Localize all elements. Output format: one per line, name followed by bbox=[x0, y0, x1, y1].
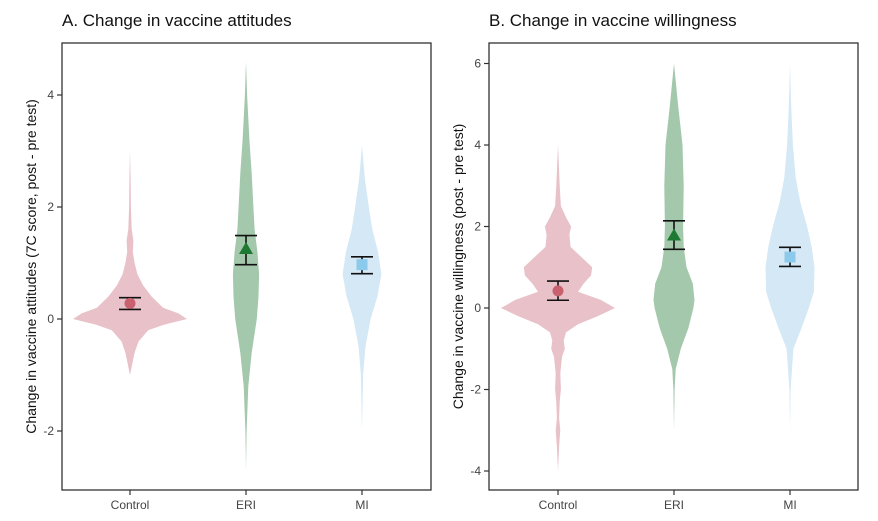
chart-title: B. Change in vaccine willingness bbox=[489, 11, 737, 30]
violin-control bbox=[501, 145, 615, 471]
y-tick-label: 0 bbox=[474, 301, 481, 315]
mean-point-eri bbox=[239, 242, 253, 254]
panel-b: B. Change in vaccine willingness Change i… bbox=[450, 11, 859, 512]
plot-frame bbox=[61, 42, 432, 491]
y-tick-label: 4 bbox=[47, 88, 54, 102]
violin-mi bbox=[342, 145, 382, 431]
panel-a: A. Change in vaccine attitudes Change in … bbox=[23, 11, 432, 512]
y-axis-label: Change in vaccine attitudes (7C score, p… bbox=[23, 99, 39, 434]
violin-control bbox=[73, 151, 187, 375]
y-tick-label: -2 bbox=[470, 383, 481, 397]
y-tick-label: -4 bbox=[470, 464, 481, 478]
x-tick-label: ERI bbox=[664, 498, 684, 512]
y-axis-label: Change in vaccine willingness (post - pr… bbox=[450, 124, 466, 410]
y-tick-label: 0 bbox=[47, 312, 54, 326]
x-tick-label: MI bbox=[783, 498, 796, 512]
x-tick-label: MI bbox=[355, 498, 368, 512]
chart-title: A. Change in vaccine attitudes bbox=[62, 11, 292, 30]
plot-frame bbox=[488, 42, 859, 491]
y-tick-label: 2 bbox=[47, 200, 54, 214]
y-tick-label: 2 bbox=[474, 220, 481, 234]
mean-point-mi bbox=[784, 251, 796, 263]
mean-point-control bbox=[124, 297, 136, 309]
x-tick-label: ERI bbox=[236, 498, 256, 512]
mean-point-eri bbox=[667, 228, 681, 241]
x-tick-label: Control bbox=[539, 498, 578, 512]
x-tick-label: Control bbox=[111, 498, 150, 512]
mean-point-control bbox=[552, 285, 564, 297]
mean-point-mi bbox=[356, 259, 368, 271]
y-tick-label: 4 bbox=[474, 138, 481, 152]
violin-eri bbox=[232, 61, 260, 471]
y-tick-label: 6 bbox=[474, 57, 481, 71]
y-tick-label: -2 bbox=[43, 424, 54, 438]
